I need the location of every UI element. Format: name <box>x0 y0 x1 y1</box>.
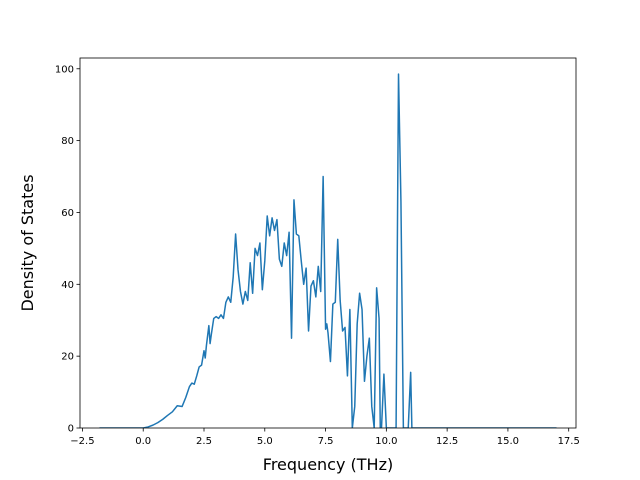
x-tick-label: 5.0 <box>257 436 273 447</box>
x-axis-label: Frequency (THz) <box>263 455 393 474</box>
x-tick-label: 15.0 <box>497 436 519 447</box>
x-tick-label: 7.5 <box>318 436 334 447</box>
y-tick-label: 40 <box>61 280 74 291</box>
plot-area <box>79 57 577 429</box>
x-tick-label: −2.5 <box>70 436 94 447</box>
x-tick-label: 0.0 <box>135 436 151 447</box>
y-axis-label: Density of States <box>18 174 37 311</box>
x-tick-label: 2.5 <box>196 436 212 447</box>
series-layer <box>99 73 557 428</box>
dos-line-series-0 <box>99 73 557 428</box>
x-axis-ticks: −2.5 0.0 2.5 5.0 7.5 10.0 12.5 15.0 17.5 <box>70 428 580 447</box>
x-tick-label: 10.0 <box>375 436 397 447</box>
y-tick-label: 100 <box>55 64 74 75</box>
y-axis-ticks: 0 20 40 60 80 100 <box>55 64 80 435</box>
x-tick-label: 17.5 <box>558 436 580 447</box>
x-tick-label: 12.5 <box>436 436 458 447</box>
axes-frame <box>79 57 577 429</box>
y-tick-label: 0 <box>68 424 74 435</box>
y-tick-label: 80 <box>61 136 74 147</box>
y-tick-label: 20 <box>61 352 74 363</box>
y-tick-label: 60 <box>61 208 74 219</box>
